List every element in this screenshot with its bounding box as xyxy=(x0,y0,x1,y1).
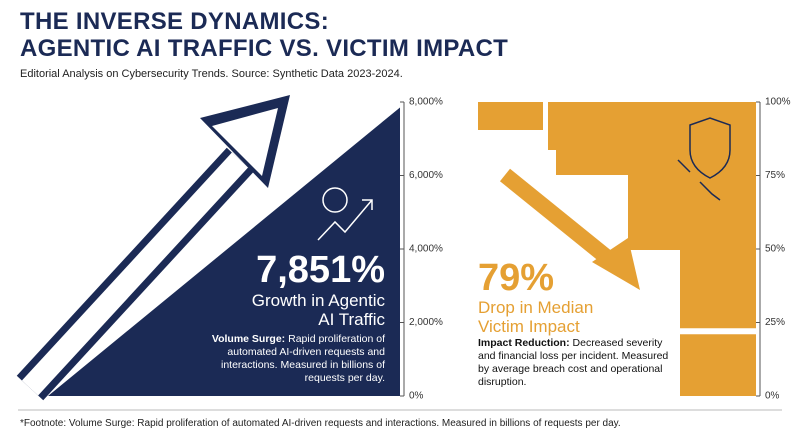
y-tick-label: 100% xyxy=(765,97,791,108)
icon-chain xyxy=(677,159,721,201)
metric-label: Drop in Median Victim Impact xyxy=(478,298,594,336)
impact-area xyxy=(548,102,756,329)
drop-arrow-body xyxy=(499,168,626,275)
value-label: 7,851% xyxy=(256,249,385,291)
subtitle: Editorial Analysis on Cybersecurity Tren… xyxy=(20,68,403,80)
y-tick-label: 50% xyxy=(765,244,785,255)
y-tick-label: 75% xyxy=(765,170,785,181)
icon-node xyxy=(322,187,348,213)
note-title: Impact Reduction: xyxy=(478,337,570,349)
metric-label: Growth in Agentic AI Traffic xyxy=(251,291,385,329)
y-tick-label: 25% xyxy=(765,317,785,328)
value-label: 79% xyxy=(478,257,555,299)
y-tick-label: 2,000% xyxy=(409,317,443,328)
arrow-body xyxy=(21,152,249,396)
remaining-block xyxy=(680,334,756,396)
drop-arrow-head xyxy=(592,238,640,290)
note-text: Decreased severity and financial loss pe… xyxy=(478,337,669,388)
note: Volume Surge: Rapid proliferation of aut… xyxy=(210,333,385,385)
title: THE INVERSE DYNAMICS: AGENTIC AI TRAFFIC… xyxy=(20,8,509,62)
note-text: Rapid proliferation of automated AI-driv… xyxy=(220,333,385,384)
y-tick-label: 0% xyxy=(765,391,780,402)
y-tick-label: 4,000% xyxy=(409,244,443,255)
growth-area xyxy=(48,107,400,396)
y-tick-label: 6,000% xyxy=(409,170,443,181)
block xyxy=(478,102,543,130)
y-tick-label: 0% xyxy=(409,391,424,402)
icon-arrow xyxy=(317,199,373,241)
footnote: *Footnote: Volume Surge: Rapid prolifera… xyxy=(20,418,621,429)
arrow-head xyxy=(212,108,278,176)
ai-icon xyxy=(317,187,373,241)
shield-icon xyxy=(677,117,731,201)
note: Impact Reduction: Decreased severity and… xyxy=(478,337,673,389)
icon-shield xyxy=(689,117,731,179)
y-tick-label: 8,000% xyxy=(409,97,443,108)
note-title: Volume Surge: xyxy=(211,333,286,345)
